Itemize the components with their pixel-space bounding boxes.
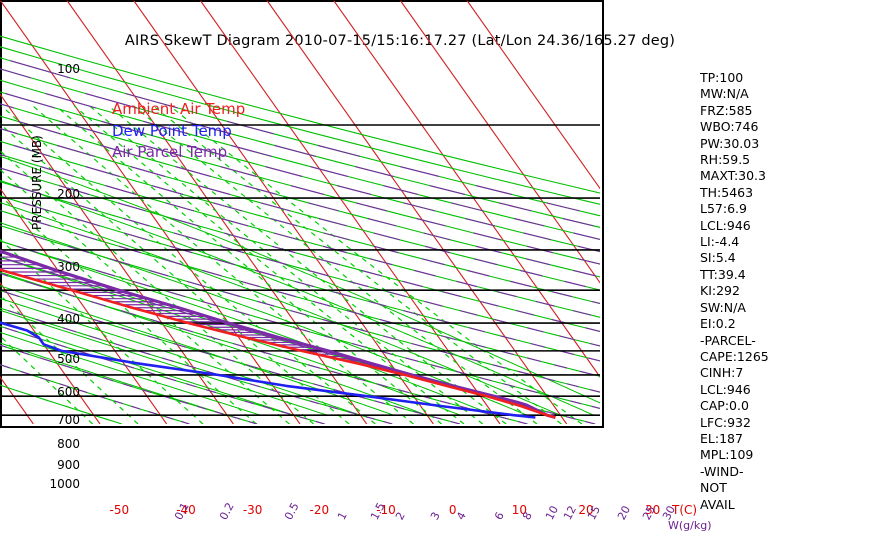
info-line: TT:39.4 <box>700 266 746 282</box>
legend-air-parcel-temp: Air Parcel Temp <box>112 143 228 161</box>
info-line: TP:100 <box>700 70 744 85</box>
pressure-tick: 600 <box>57 385 80 400</box>
page-title: AIRS SkewT Diagram 2010-07-15/15:16:17.2… <box>124 33 676 49</box>
plot-area <box>0 0 604 428</box>
pressure-tick: 200 <box>57 186 80 201</box>
info-line: KI:292 <box>700 283 740 299</box>
pressure-axis-label: PRESSURE (MB) <box>30 135 44 230</box>
info-line: LCL:946 <box>700 217 751 233</box>
bottom-temp-tick: -50 <box>109 503 130 517</box>
info-line: CAPE:1265 <box>700 348 769 364</box>
info-line: AVAIL <box>700 496 735 512</box>
pressure-tick: 900 <box>57 458 80 473</box>
info-line: FRZ:585 <box>700 102 753 118</box>
info-line: EI:0.2 <box>700 316 736 332</box>
info-line: PW:30.03 <box>700 135 760 151</box>
legend-ambient-air-temp: Ambient Air Temp <box>112 100 246 118</box>
pressure-tick: 500 <box>57 352 80 367</box>
info-line: CINH:7 <box>700 365 744 381</box>
info-line: CAP:0.0 <box>700 398 749 414</box>
info-line: TH:5463 <box>700 184 754 200</box>
info-line: SW:N/A <box>700 299 746 315</box>
info-line: -WIND- <box>700 463 744 479</box>
bottom-temp-tick: -30 <box>242 503 263 517</box>
info-line: LCL:946 <box>700 381 751 397</box>
bottom-temp-tick: -20 <box>309 503 330 517</box>
info-line: NOT <box>700 480 727 496</box>
pressure-tick: 400 <box>57 311 80 326</box>
sounding-indices-panel: TP:100 MW:N/A FRZ:585 WBO:746 PW:30.03 RH:59.… <box>700 70 820 513</box>
info-line: EL:187 <box>700 430 743 446</box>
info-line: LI:-4.4 <box>700 234 740 250</box>
info-line: LFC:932 <box>700 414 751 430</box>
info-line: WBO:746 <box>700 119 759 135</box>
bottom-temp-tick: 0 <box>448 503 457 517</box>
info-line: RH:59.5 <box>700 152 751 168</box>
info-line: -PARCEL- <box>700 332 756 348</box>
pressure-tick: 1000 <box>49 477 80 492</box>
bottom-temp-tick: 10 <box>511 503 527 517</box>
bottom-temp-tick: 20 <box>578 503 594 517</box>
data-layer <box>0 249 556 420</box>
info-line: MPL:109 <box>700 447 754 463</box>
bottom-temp-tick: -40 <box>176 503 196 517</box>
pressure-tick: 300 <box>57 260 80 275</box>
info-line: MW:N/A <box>700 86 749 102</box>
pressure-tick: 800 <box>57 436 80 451</box>
legend-dew-point-temp: Dew Point Temp <box>112 122 232 140</box>
bottom-temp-tick: 30 <box>645 503 661 517</box>
temp-axis-label: T(C) <box>672 503 698 517</box>
bottom-temp-tick: -10 <box>376 503 396 517</box>
mixing-axis-label: W(g/kg) <box>668 519 712 532</box>
info-line: L57:6.9 <box>700 201 747 217</box>
pressure-tick: 100 <box>57 62 80 76</box>
info-line: SI:5.4 <box>700 250 736 266</box>
pressure-tick: 700 <box>57 412 80 427</box>
info-line: MAXT:30.3 <box>700 168 766 184</box>
